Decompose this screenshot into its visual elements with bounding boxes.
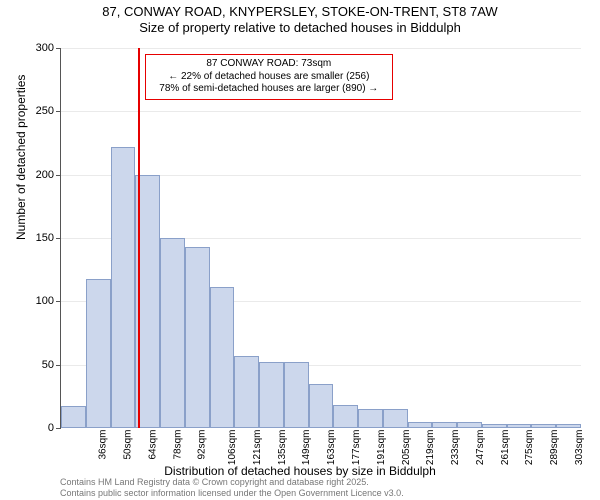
annotation-line3: 78% of semi-detached houses are larger (…	[152, 83, 386, 96]
title-line1: 87, CONWAY ROAD, KNYPERSLEY, STOKE-ON-TR…	[102, 4, 497, 19]
bar	[86, 279, 111, 428]
x-tick-label: 275sqm	[524, 430, 535, 466]
y-tick-label: 50	[14, 359, 54, 371]
x-tick-label: 289sqm	[549, 430, 560, 466]
bar	[61, 406, 86, 428]
bar	[408, 422, 433, 428]
bar	[160, 238, 185, 428]
bar	[556, 424, 581, 428]
bar	[111, 147, 136, 428]
x-tick-label: 247sqm	[475, 430, 486, 466]
x-tick-label: 135sqm	[277, 430, 288, 466]
bar	[457, 422, 482, 428]
x-tick-label: 191sqm	[376, 430, 387, 466]
chart-title: 87, CONWAY ROAD, KNYPERSLEY, STOKE-ON-TR…	[0, 0, 600, 37]
bar	[309, 384, 334, 428]
bar	[383, 409, 408, 428]
y-tick-mark	[56, 428, 61, 429]
y-tick-mark	[56, 365, 61, 366]
x-tick-label: 177sqm	[351, 430, 362, 466]
y-tick-mark	[56, 48, 61, 49]
bar	[259, 362, 284, 428]
x-tick-label: 106sqm	[227, 430, 238, 466]
y-tick-mark	[56, 111, 61, 112]
x-tick-label: 36sqm	[98, 430, 109, 460]
x-tick-label: 50sqm	[123, 430, 134, 460]
bar	[185, 247, 210, 428]
plot-area-container: 87 CONWAY ROAD: 73sqm ← 22% of detached …	[60, 48, 580, 428]
x-tick-label: 92sqm	[197, 430, 208, 460]
attribution-footer: Contains HM Land Registry data © Crown c…	[60, 477, 404, 498]
bar	[234, 356, 259, 428]
annotation-line2: ← 22% of detached houses are smaller (25…	[152, 71, 386, 84]
x-tick-label: 121sqm	[252, 430, 263, 466]
annotation-box: 87 CONWAY ROAD: 73sqm ← 22% of detached …	[145, 54, 393, 100]
bar	[284, 362, 309, 428]
y-tick-label: 200	[14, 169, 54, 181]
x-tick-label: 219sqm	[425, 430, 436, 466]
y-tick-mark	[56, 175, 61, 176]
y-tick-label: 150	[14, 232, 54, 244]
footer-line1: Contains HM Land Registry data © Crown c…	[60, 477, 369, 487]
x-tick-label: 163sqm	[326, 430, 337, 466]
footer-line2: Contains public sector information licen…	[60, 488, 404, 498]
histogram-chart: 87, CONWAY ROAD, KNYPERSLEY, STOKE-ON-TR…	[0, 0, 600, 500]
bar	[333, 405, 358, 428]
x-tick-label: 78sqm	[172, 430, 183, 460]
bar	[358, 409, 383, 428]
y-tick-label: 0	[14, 422, 54, 434]
y-tick-label: 100	[14, 295, 54, 307]
x-tick-label: 205sqm	[401, 430, 412, 466]
y-axis-title: Number of detached properties	[14, 75, 28, 240]
x-tick-label: 303sqm	[574, 430, 585, 466]
title-line2: Size of property relative to detached ho…	[139, 20, 461, 35]
y-tick-mark	[56, 301, 61, 302]
annotation-line1: 87 CONWAY ROAD: 73sqm	[152, 58, 386, 71]
plot-area: 87 CONWAY ROAD: 73sqm ← 22% of detached …	[60, 48, 580, 428]
y-tick-label: 300	[14, 42, 54, 54]
x-tick-label: 261sqm	[500, 430, 511, 466]
bar	[531, 424, 556, 428]
x-tick-label: 64sqm	[147, 430, 158, 460]
bar	[210, 287, 235, 428]
bar	[432, 422, 457, 428]
x-axis-title: Distribution of detached houses by size …	[0, 464, 600, 478]
x-tick-label: 233sqm	[450, 430, 461, 466]
bar	[507, 424, 532, 428]
y-tick-mark	[56, 238, 61, 239]
y-tick-label: 250	[14, 105, 54, 117]
x-tick-label: 149sqm	[302, 430, 313, 466]
bar	[482, 424, 507, 428]
